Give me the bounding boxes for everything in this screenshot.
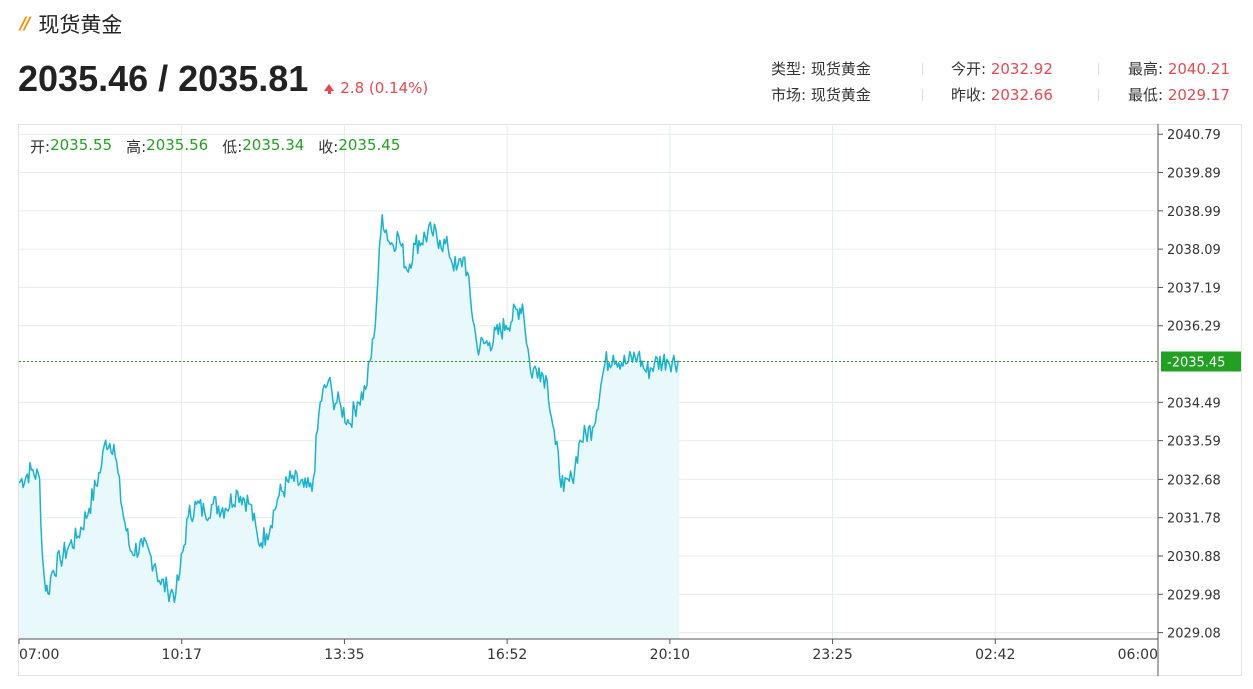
stat-high-label: 最高: — [1128, 60, 1164, 78]
x-tick-label: 10:17 — [162, 647, 202, 663]
x-tick-label: 13:35 — [324, 647, 364, 663]
stat-high: 最高: 2040.21 — [1128, 58, 1230, 80]
x-tick-label: 23:25 — [812, 647, 852, 663]
stat-type: 类型: 现货黄金 — [771, 58, 871, 80]
y-tick-label: 2031.78 — [1167, 512, 1221, 527]
stat-prev-close-label: 昨收: — [951, 86, 987, 104]
y-tick-label: 2039.89 — [1167, 167, 1221, 182]
x-tick-label: 07:00 — [19, 647, 59, 663]
x-tick-label: 16:52 — [487, 647, 527, 663]
ohlc-high-label: 高: — [126, 138, 147, 156]
logo-mark-icon: // — [20, 14, 31, 34]
page-title: 现货黄金 — [38, 13, 123, 37]
y-axis: 2040.79 2039.89 2038.99 2038.09 2037.19 2036.… — [1157, 124, 1221, 676]
stat-divider — [1098, 89, 1099, 101]
y-tick-label: 2029.98 — [1167, 588, 1221, 603]
ohlc-close-value: 2035.45 — [338, 136, 401, 154]
price-change: 2.8 (0.14%) — [324, 79, 428, 97]
y-tick-label: 2036.29 — [1167, 320, 1221, 335]
stat-market-label: 市场: — [771, 86, 807, 104]
stat-divider — [922, 89, 923, 101]
price-area — [19, 214, 680, 639]
stat-low-label: 最低: — [1128, 86, 1164, 104]
y-tick-label: 2038.99 — [1167, 205, 1221, 220]
change-value: 2.8 (0.14%) — [340, 78, 429, 97]
current-price-badge — [1161, 351, 1241, 372]
stat-open-today-value: 2032.92 — [990, 60, 1053, 78]
y-tick-label: 2038.09 — [1167, 243, 1221, 258]
stat-market-value: 现货黄金 — [810, 86, 871, 104]
ohlc-open-label: 开: — [30, 138, 51, 156]
stat-high-value: 2040.21 — [1167, 60, 1230, 78]
stat-prev-close: 昨收: 2032.66 — [951, 84, 1053, 106]
stat-low-value: 2029.17 — [1167, 86, 1230, 104]
stat-open-today: 今开: 2032.92 — [951, 58, 1053, 80]
stat-divider — [1098, 63, 1099, 75]
stat-low: 最低: 2029.17 — [1128, 84, 1230, 106]
y-tick-label: 2032.68 — [1167, 473, 1221, 488]
ohlc-close-label: 收: — [318, 138, 339, 156]
bid-ask-price: 2035.46 / 2035.81 — [18, 58, 309, 99]
stat-type-value: 现货黄金 — [810, 60, 871, 78]
x-tick-label: 20:10 — [650, 647, 690, 663]
stat-prev-close-value: 2032.66 — [990, 86, 1053, 104]
current-price-label: -2035.45 — [1167, 355, 1225, 370]
x-tick-label: 02:42 — [975, 647, 1015, 663]
stat-open-today-label: 今开: — [951, 60, 987, 78]
stat-market: 市场: 现货黄金 — [771, 84, 871, 106]
chart-panel[interactable] — [18, 124, 1242, 676]
stat-divider — [922, 63, 923, 75]
y-tick-label: 2037.19 — [1167, 281, 1221, 296]
ohlc-open-value: 2035.55 — [50, 136, 113, 154]
x-axis: 07:00 10:17 13:35 16:52 20:10 23:25 02:42 06:00 — [18, 638, 1159, 663]
y-tick-label: 2033.59 — [1167, 435, 1221, 450]
ohlc-readout: 开: 2035.55 高: 2035.56 低: 2035.34 收: 2035… — [30, 136, 414, 157]
price-row: 2035.46 / 2035.81 2.8 (0.14%) — [18, 58, 428, 100]
ohlc-high-value: 2035.56 — [146, 136, 209, 154]
y-tick-label: 2040.79 — [1167, 128, 1221, 143]
price-line — [18, 213, 680, 604]
ohlc-low-value: 2035.34 — [242, 136, 305, 154]
y-tick-label: 2034.49 — [1167, 396, 1221, 411]
up-arrow-icon — [324, 84, 335, 94]
stat-type-label: 类型: — [771, 60, 807, 78]
ohlc-low-label: 低: — [222, 138, 243, 156]
page-header: // 现货黄金 — [20, 10, 122, 38]
y-tick-label: 2029.08 — [1167, 627, 1221, 642]
x-tick-label: 06:00 — [1118, 647, 1158, 663]
y-tick-label: 2030.88 — [1167, 550, 1221, 565]
